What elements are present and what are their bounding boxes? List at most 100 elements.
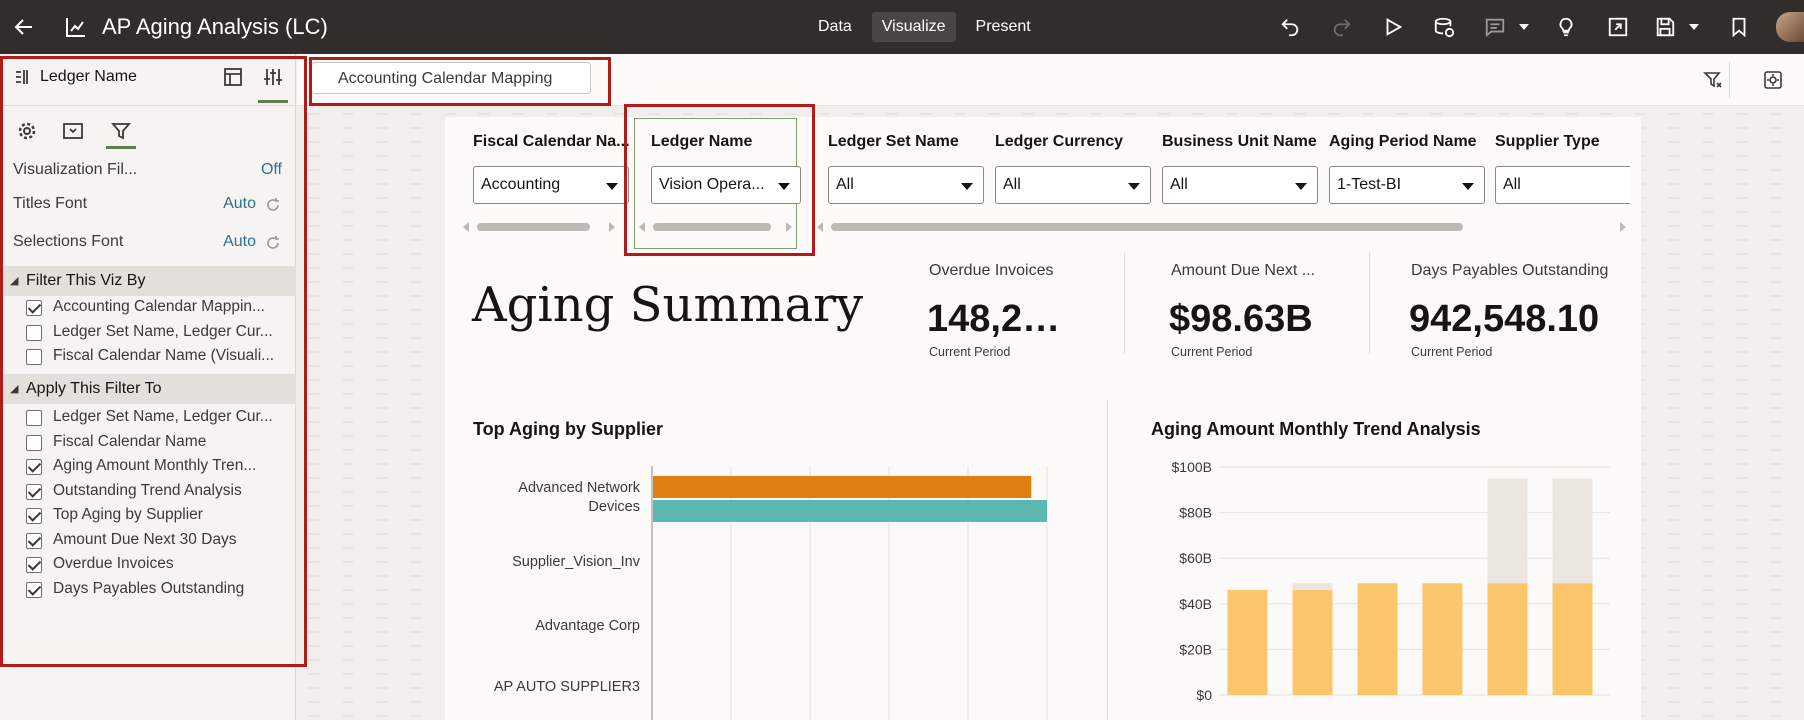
checkbox[interactable] bbox=[26, 508, 42, 524]
reset-icon[interactable] bbox=[264, 196, 282, 214]
back-arrow-icon[interactable] bbox=[12, 15, 36, 39]
apply-to-item[interactable]: Amount Due Next 30 Days bbox=[0, 529, 296, 554]
comment-icon[interactable] bbox=[1484, 14, 1530, 40]
undo-icon[interactable] bbox=[1277, 14, 1303, 40]
prop-label: Visualization Fil... bbox=[13, 161, 138, 178]
canvas-properties-icon[interactable] bbox=[1761, 68, 1785, 92]
properties-sliders-icon[interactable] bbox=[262, 66, 284, 93]
scroll-left-arrow[interactable] bbox=[463, 222, 469, 232]
prop-label: Selections Font bbox=[13, 233, 124, 250]
item-label: Ledger Set Name, Ledger Cur... bbox=[53, 408, 273, 425]
checkbox[interactable] bbox=[26, 483, 42, 500]
kpi-value[interactable]: 148,2… bbox=[927, 298, 1061, 340]
filter-select[interactable]: 1-Test-BI bbox=[1329, 166, 1485, 204]
bar[interactable] bbox=[653, 476, 1032, 498]
summary-title: Aging Summary bbox=[472, 277, 864, 333]
prop-value[interactable]: Off bbox=[260, 161, 282, 178]
apply-to-item[interactable]: Ledger Set Name, Ledger Cur... bbox=[0, 406, 296, 431]
active-tab-indicator bbox=[106, 146, 136, 149]
filter-by-item[interactable]: Ledger Set Name, Ledger Cur... bbox=[0, 321, 296, 346]
scroll-right-arrow[interactable] bbox=[786, 222, 792, 232]
scroll-left-arrow[interactable] bbox=[639, 222, 645, 232]
filter-select[interactable]: All bbox=[1495, 166, 1630, 204]
ledger-filter-scrollbar[interactable] bbox=[653, 223, 771, 231]
section-apply-this-filter-to[interactable]: ◢ Apply This Filter To bbox=[2, 374, 296, 404]
apply-to-item[interactable]: Fiscal Calendar Name bbox=[0, 431, 296, 456]
tab-present[interactable]: Present bbox=[975, 18, 1031, 35]
prop-selections-font[interactable]: Selections Font Auto bbox=[0, 224, 296, 260]
kpi-value[interactable]: 942,548.10 bbox=[1409, 298, 1600, 340]
bar[interactable] bbox=[1552, 583, 1593, 695]
filter-select[interactable]: All bbox=[995, 166, 1151, 204]
y-tick-label: $100B bbox=[1172, 459, 1212, 475]
tab-data[interactable]: Data bbox=[818, 18, 852, 35]
apply-to-item[interactable]: Aging Amount Monthly Tren... bbox=[0, 455, 296, 480]
canvas-tab[interactable]: Accounting Calendar Mapping bbox=[311, 62, 591, 94]
checkbox[interactable] bbox=[26, 324, 42, 341]
reset-icon[interactable] bbox=[264, 234, 282, 252]
y-tick-label: $80B bbox=[1179, 505, 1212, 521]
chevron-down-icon bbox=[1295, 183, 1307, 190]
prop-titles-font[interactable]: Titles Font Auto bbox=[0, 186, 296, 222]
checkbox[interactable] bbox=[26, 410, 42, 426]
bar[interactable] bbox=[1357, 583, 1398, 695]
dropdown-box-icon[interactable] bbox=[60, 118, 86, 144]
checkbox[interactable] bbox=[26, 557, 42, 573]
filter-value: Vision Opera... bbox=[659, 176, 765, 193]
filter-clear-icon[interactable] bbox=[1701, 68, 1725, 92]
y-tick-label: $0 bbox=[1196, 687, 1212, 703]
gear-icon[interactable] bbox=[14, 118, 40, 144]
scroll-right-arrow[interactable] bbox=[609, 222, 615, 232]
filter-by-item[interactable]: Fiscal Calendar Name (Visuali... bbox=[0, 345, 296, 370]
export-icon[interactable] bbox=[1605, 14, 1631, 40]
redo-icon[interactable] bbox=[1329, 14, 1355, 40]
checkbox[interactable] bbox=[26, 532, 42, 549]
layout-icon[interactable] bbox=[222, 66, 244, 93]
checkbox[interactable] bbox=[26, 581, 42, 598]
tab-visualize[interactable]: Visualize bbox=[871, 12, 956, 42]
filter-select[interactable]: All bbox=[1162, 166, 1318, 204]
filter-label: Ledger Currency bbox=[995, 133, 1124, 150]
apply-to-item[interactable]: Days Payables Outstanding bbox=[0, 578, 296, 603]
kpi-divider bbox=[1124, 252, 1125, 354]
checkbox[interactable] bbox=[26, 349, 42, 365]
kpi-sub: Current Period bbox=[929, 345, 1011, 359]
section-filter-this-viz-by[interactable]: ◢ Filter This Viz By bbox=[2, 266, 296, 296]
save-icon[interactable] bbox=[1654, 14, 1700, 40]
filter-bar-scrollbar[interactable] bbox=[831, 223, 1463, 231]
filter-label: Business Unit Name bbox=[1162, 133, 1317, 150]
scroll-right-arrow[interactable] bbox=[1620, 222, 1626, 232]
section-title: Filter This Viz By bbox=[26, 272, 146, 289]
data-refresh-icon[interactable] bbox=[1431, 14, 1457, 40]
filter-select[interactable]: All bbox=[828, 166, 984, 204]
bookmark-icon[interactable] bbox=[1726, 14, 1752, 40]
apply-to-item[interactable]: Top Aging by Supplier bbox=[0, 504, 296, 529]
filter-select[interactable]: Vision Opera... bbox=[651, 166, 801, 204]
scroll-left-arrow[interactable] bbox=[817, 222, 823, 232]
apply-to-item[interactable]: Overdue Invoices bbox=[0, 553, 296, 578]
apply-to-item[interactable]: Outstanding Trend Analysis bbox=[0, 480, 296, 505]
filter-value: Accounting bbox=[481, 176, 561, 193]
toolbar-divider bbox=[1729, 62, 1730, 98]
filter-by-item[interactable]: Accounting Calendar Mappin... bbox=[0, 296, 296, 321]
checkbox[interactable] bbox=[26, 434, 42, 451]
kpi-value[interactable]: $98.63B bbox=[1169, 298, 1313, 340]
aging-monthly-trend-chart: $0 $20B $40B $60B $80B $100B bbox=[1172, 459, 1610, 703]
lightbulb-icon[interactable] bbox=[1553, 14, 1579, 40]
bar[interactable] bbox=[1292, 590, 1333, 695]
filter-select[interactable]: Accounting bbox=[473, 166, 629, 204]
fiscal-filter-scrollbar[interactable] bbox=[477, 223, 590, 231]
prop-visualization-filter[interactable]: Visualization Fil... Off bbox=[0, 152, 296, 188]
checkbox[interactable] bbox=[26, 300, 42, 316]
bar[interactable] bbox=[1227, 590, 1268, 695]
bar[interactable] bbox=[1422, 583, 1463, 695]
user-avatar[interactable] bbox=[1776, 12, 1804, 42]
workbook-icon bbox=[64, 15, 88, 39]
checkbox[interactable] bbox=[26, 459, 42, 475]
prop-value[interactable]: Auto bbox=[223, 233, 256, 250]
bar[interactable] bbox=[1487, 583, 1528, 695]
bar[interactable] bbox=[653, 500, 1047, 522]
prop-value[interactable]: Auto bbox=[223, 195, 256, 212]
play-icon[interactable] bbox=[1380, 14, 1406, 40]
filter-funnel-icon[interactable] bbox=[108, 118, 134, 144]
